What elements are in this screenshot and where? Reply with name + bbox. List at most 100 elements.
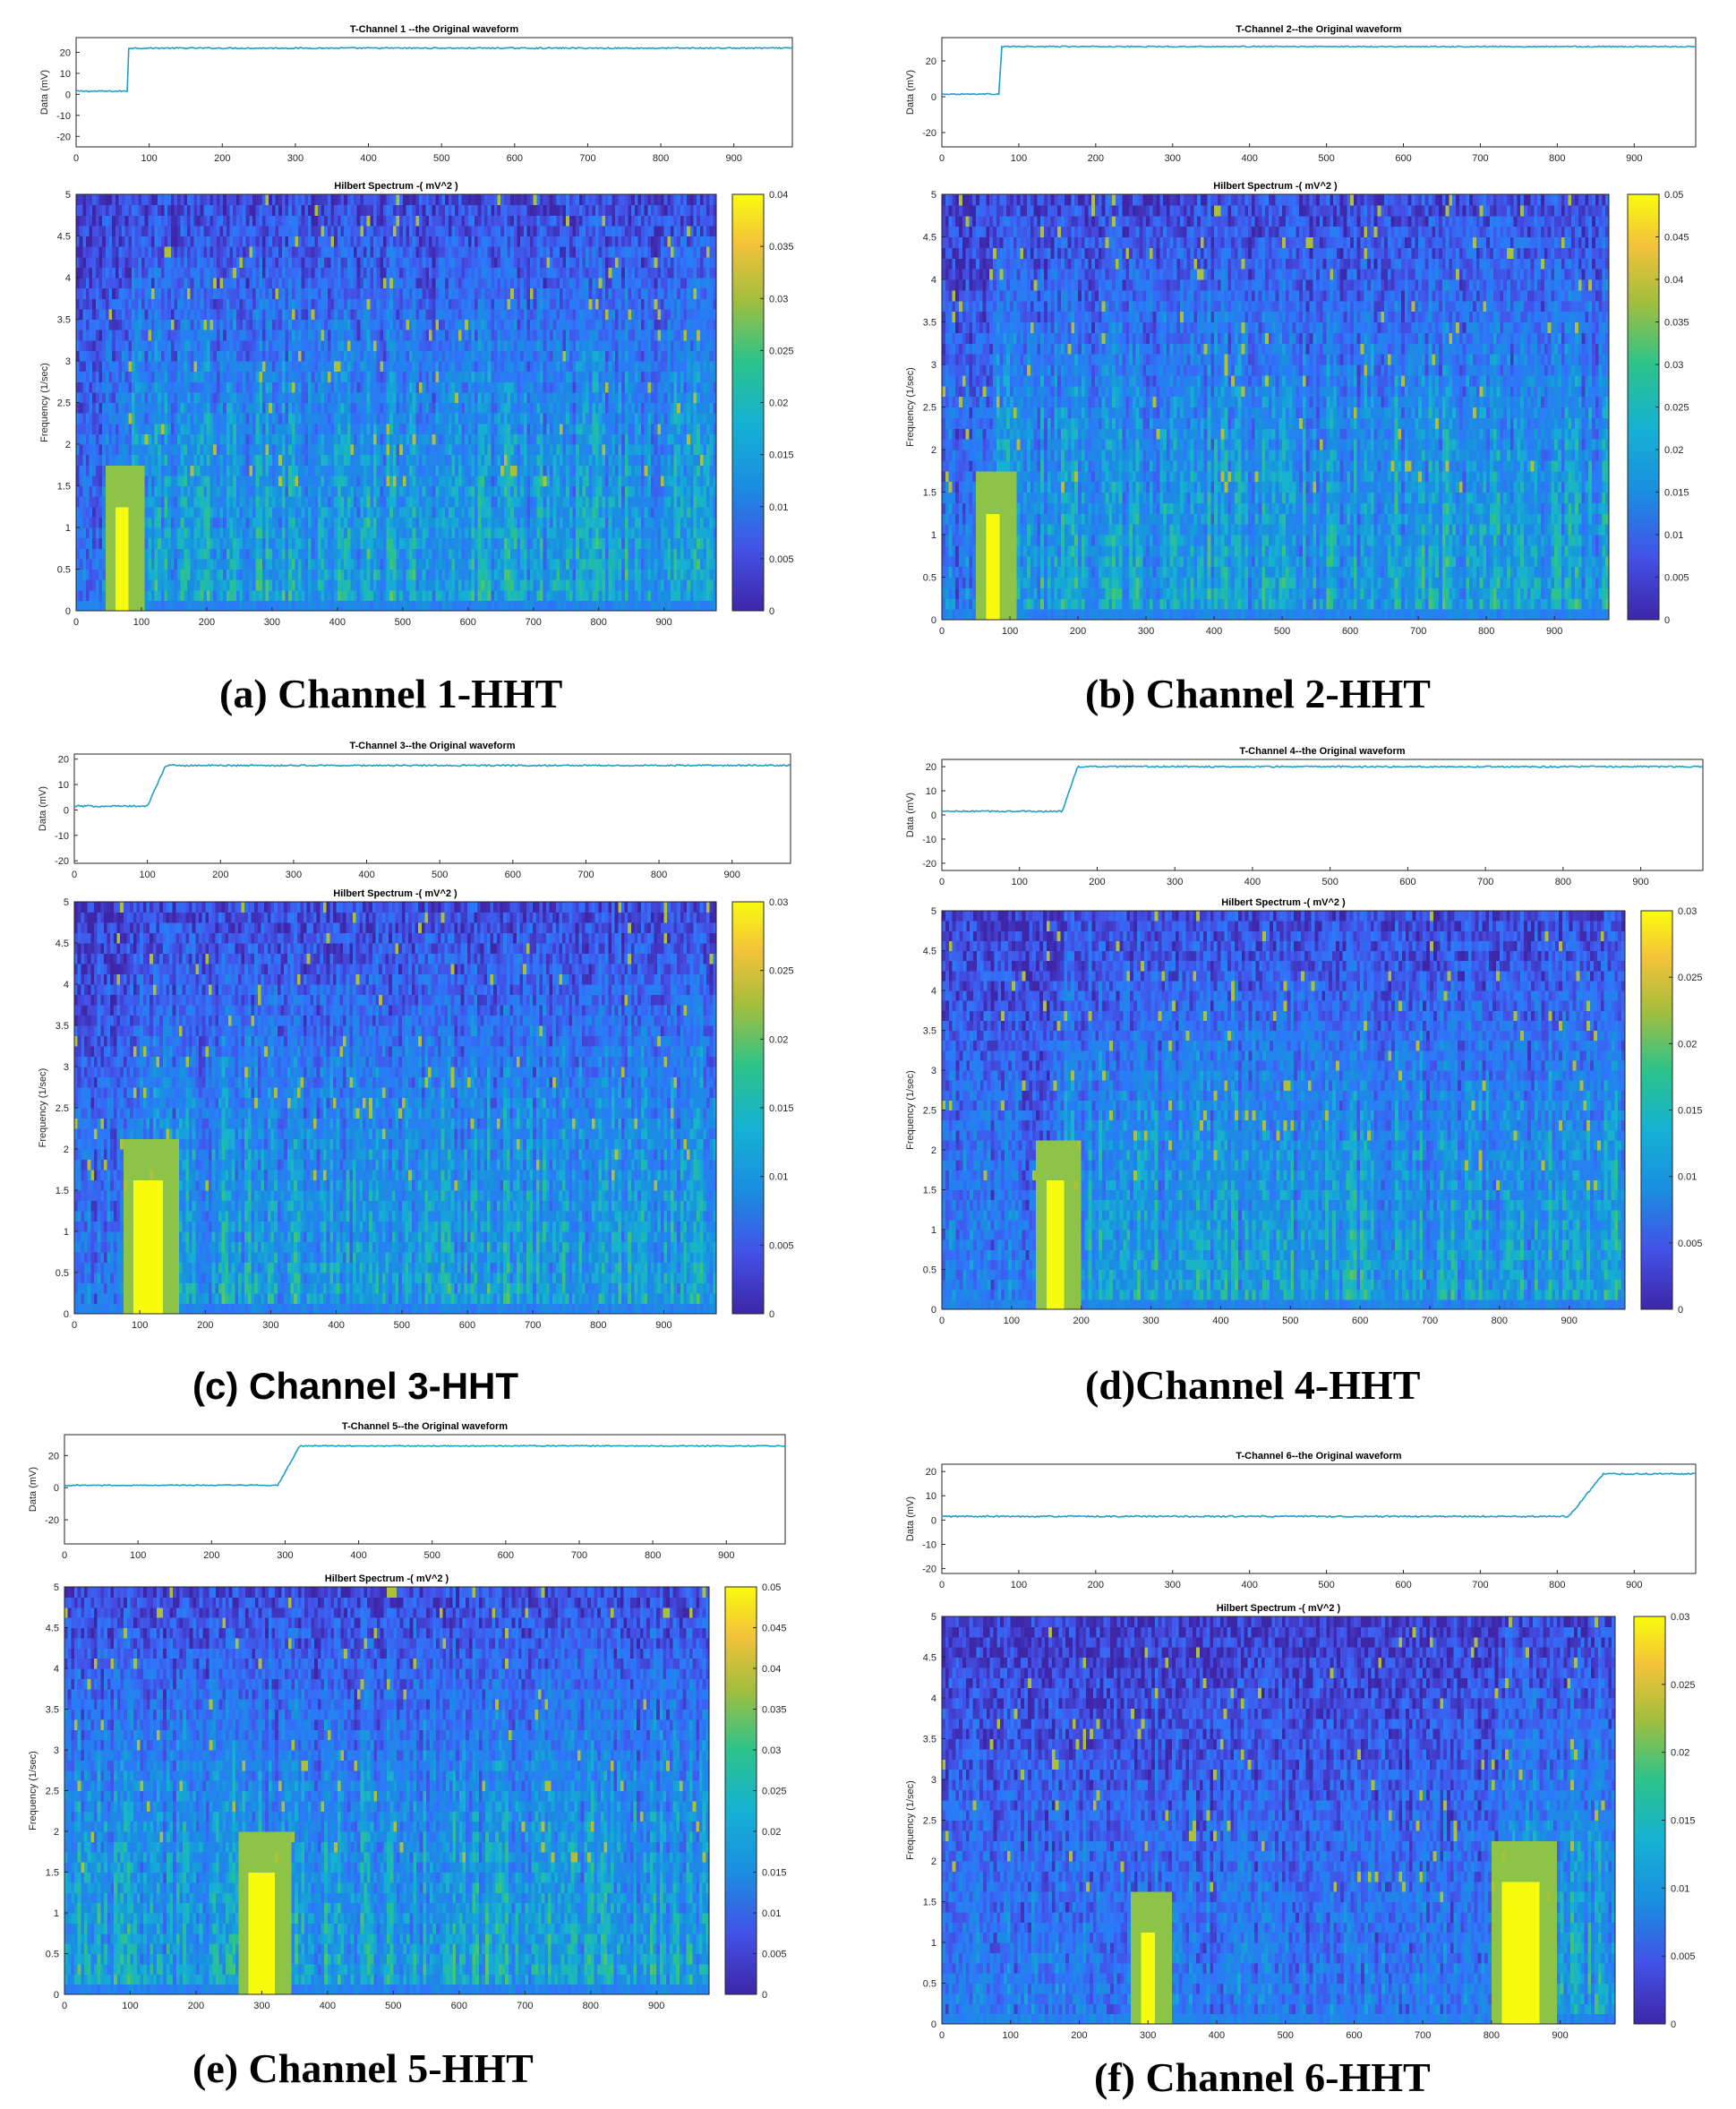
spectrum-cell <box>376 589 381 601</box>
spectrum-cell <box>196 256 201 268</box>
spectrum-cell <box>475 548 479 560</box>
spectrum-cell <box>167 600 172 612</box>
spectrum-cell <box>239 517 244 528</box>
spectrum-cell <box>467 194 473 206</box>
spectrum-cell <box>376 256 381 268</box>
spectrum-cell <box>360 215 364 227</box>
spectrum-cell <box>141 225 146 237</box>
spectrum-cell <box>356 330 361 341</box>
spectrum-cell <box>327 527 332 539</box>
spectrum-cell <box>255 246 260 258</box>
spectrum-cell <box>291 391 296 404</box>
spectrum-cell <box>82 267 87 279</box>
spectrum-cell <box>372 350 378 362</box>
spectrum-cell <box>235 506 240 518</box>
spectrum-cell <box>334 589 338 601</box>
spectrum-cell <box>386 350 390 362</box>
spectrum-cell <box>223 579 227 591</box>
spectrum-cell <box>366 465 371 476</box>
spectrum-cell <box>330 496 335 508</box>
spectrum-cell <box>314 225 319 237</box>
spectrum-cell <box>148 558 152 570</box>
spectrum-cell <box>350 267 355 279</box>
spectrum-cell <box>399 246 404 258</box>
spectrum-cell <box>327 256 332 268</box>
spectrum-cell <box>317 548 322 560</box>
spectrum-cell <box>229 558 234 570</box>
spectrum-cell <box>432 569 436 580</box>
spectrum-cell <box>255 402 260 414</box>
spectrum-cell <box>269 330 273 341</box>
spectrum-cell <box>340 475 345 487</box>
spectrum-cell <box>233 506 237 518</box>
spectrum-cell <box>448 391 453 404</box>
spectrum-cell <box>422 391 426 404</box>
spectrum-cell <box>366 287 371 299</box>
spectrum-cell <box>138 558 142 570</box>
spectrum-cell <box>438 506 443 518</box>
spectrum-cell <box>92 569 97 580</box>
spectrum-cell <box>79 278 83 289</box>
spectrum-cell <box>108 330 113 341</box>
spectrum-cell <box>112 579 116 591</box>
spectrum-cell <box>354 287 358 299</box>
spectrum-cell <box>210 569 214 580</box>
spectrum-cell <box>184 225 188 237</box>
spectrum-cell <box>79 517 83 528</box>
spectrum-cell <box>158 382 162 393</box>
spectrum-cell <box>206 350 211 362</box>
spectrum-cell <box>134 339 139 351</box>
spectrum-cell <box>467 236 473 247</box>
spectrum-cell <box>406 475 410 487</box>
spectrum-cell <box>245 485 250 497</box>
spectrum-cell <box>441 361 446 373</box>
spectrum-cell <box>150 600 156 612</box>
spectrum-cell <box>148 444 152 456</box>
spectrum-cell <box>190 339 194 351</box>
spectrum-cell <box>150 225 156 237</box>
spectrum-cell <box>193 485 198 497</box>
spectrum-cell <box>89 267 93 279</box>
spectrum-cell <box>210 371 214 382</box>
spectrum-cell <box>314 298 319 310</box>
spectrum-cell <box>445 527 449 539</box>
spectrum-cell <box>184 361 188 373</box>
spectrum-cell <box>102 391 107 404</box>
spectrum-cell <box>370 382 374 393</box>
spectrum-cell <box>321 527 325 539</box>
spectrum-cell <box>461 330 466 341</box>
spectrum-cell <box>229 319 234 330</box>
spectrum-cell <box>399 225 404 237</box>
spectrum-cell <box>422 278 426 289</box>
spectrum-cell <box>376 308 381 321</box>
spectrum-cell <box>330 402 335 414</box>
spectrum-cell <box>461 465 466 476</box>
spectrum-cell <box>438 548 443 560</box>
spectrum-cell <box>412 194 416 206</box>
spectrum-cell <box>301 465 305 476</box>
spectrum-cell <box>428 413 433 424</box>
spectrum-cell <box>330 600 335 612</box>
spectrum-cell <box>196 444 201 456</box>
spectrum-cell <box>412 569 416 580</box>
spectrum-cell <box>340 330 345 341</box>
spectrum-cell <box>89 194 93 206</box>
spectrum-cell <box>327 558 332 570</box>
spectrum-cell <box>132 382 136 393</box>
spectrum-cell <box>301 267 305 279</box>
spectrum-cell <box>402 215 407 227</box>
spectrum-cell <box>150 475 156 487</box>
spectrum-cell <box>271 589 277 601</box>
spectrum-cell <box>321 319 325 330</box>
spectrum-cell <box>281 371 286 382</box>
spectrum-cell <box>132 308 136 321</box>
spectrum-cell <box>269 246 273 258</box>
spectrum-cell <box>160 215 166 227</box>
spectrum-cell <box>128 298 133 310</box>
spectrum-cell <box>170 506 175 518</box>
spectrum-cell <box>200 236 204 247</box>
spectrum-cell <box>382 537 388 549</box>
spectrum-cell <box>451 287 456 299</box>
spectrum-cell <box>167 402 172 414</box>
spectrum-cell <box>206 485 211 497</box>
